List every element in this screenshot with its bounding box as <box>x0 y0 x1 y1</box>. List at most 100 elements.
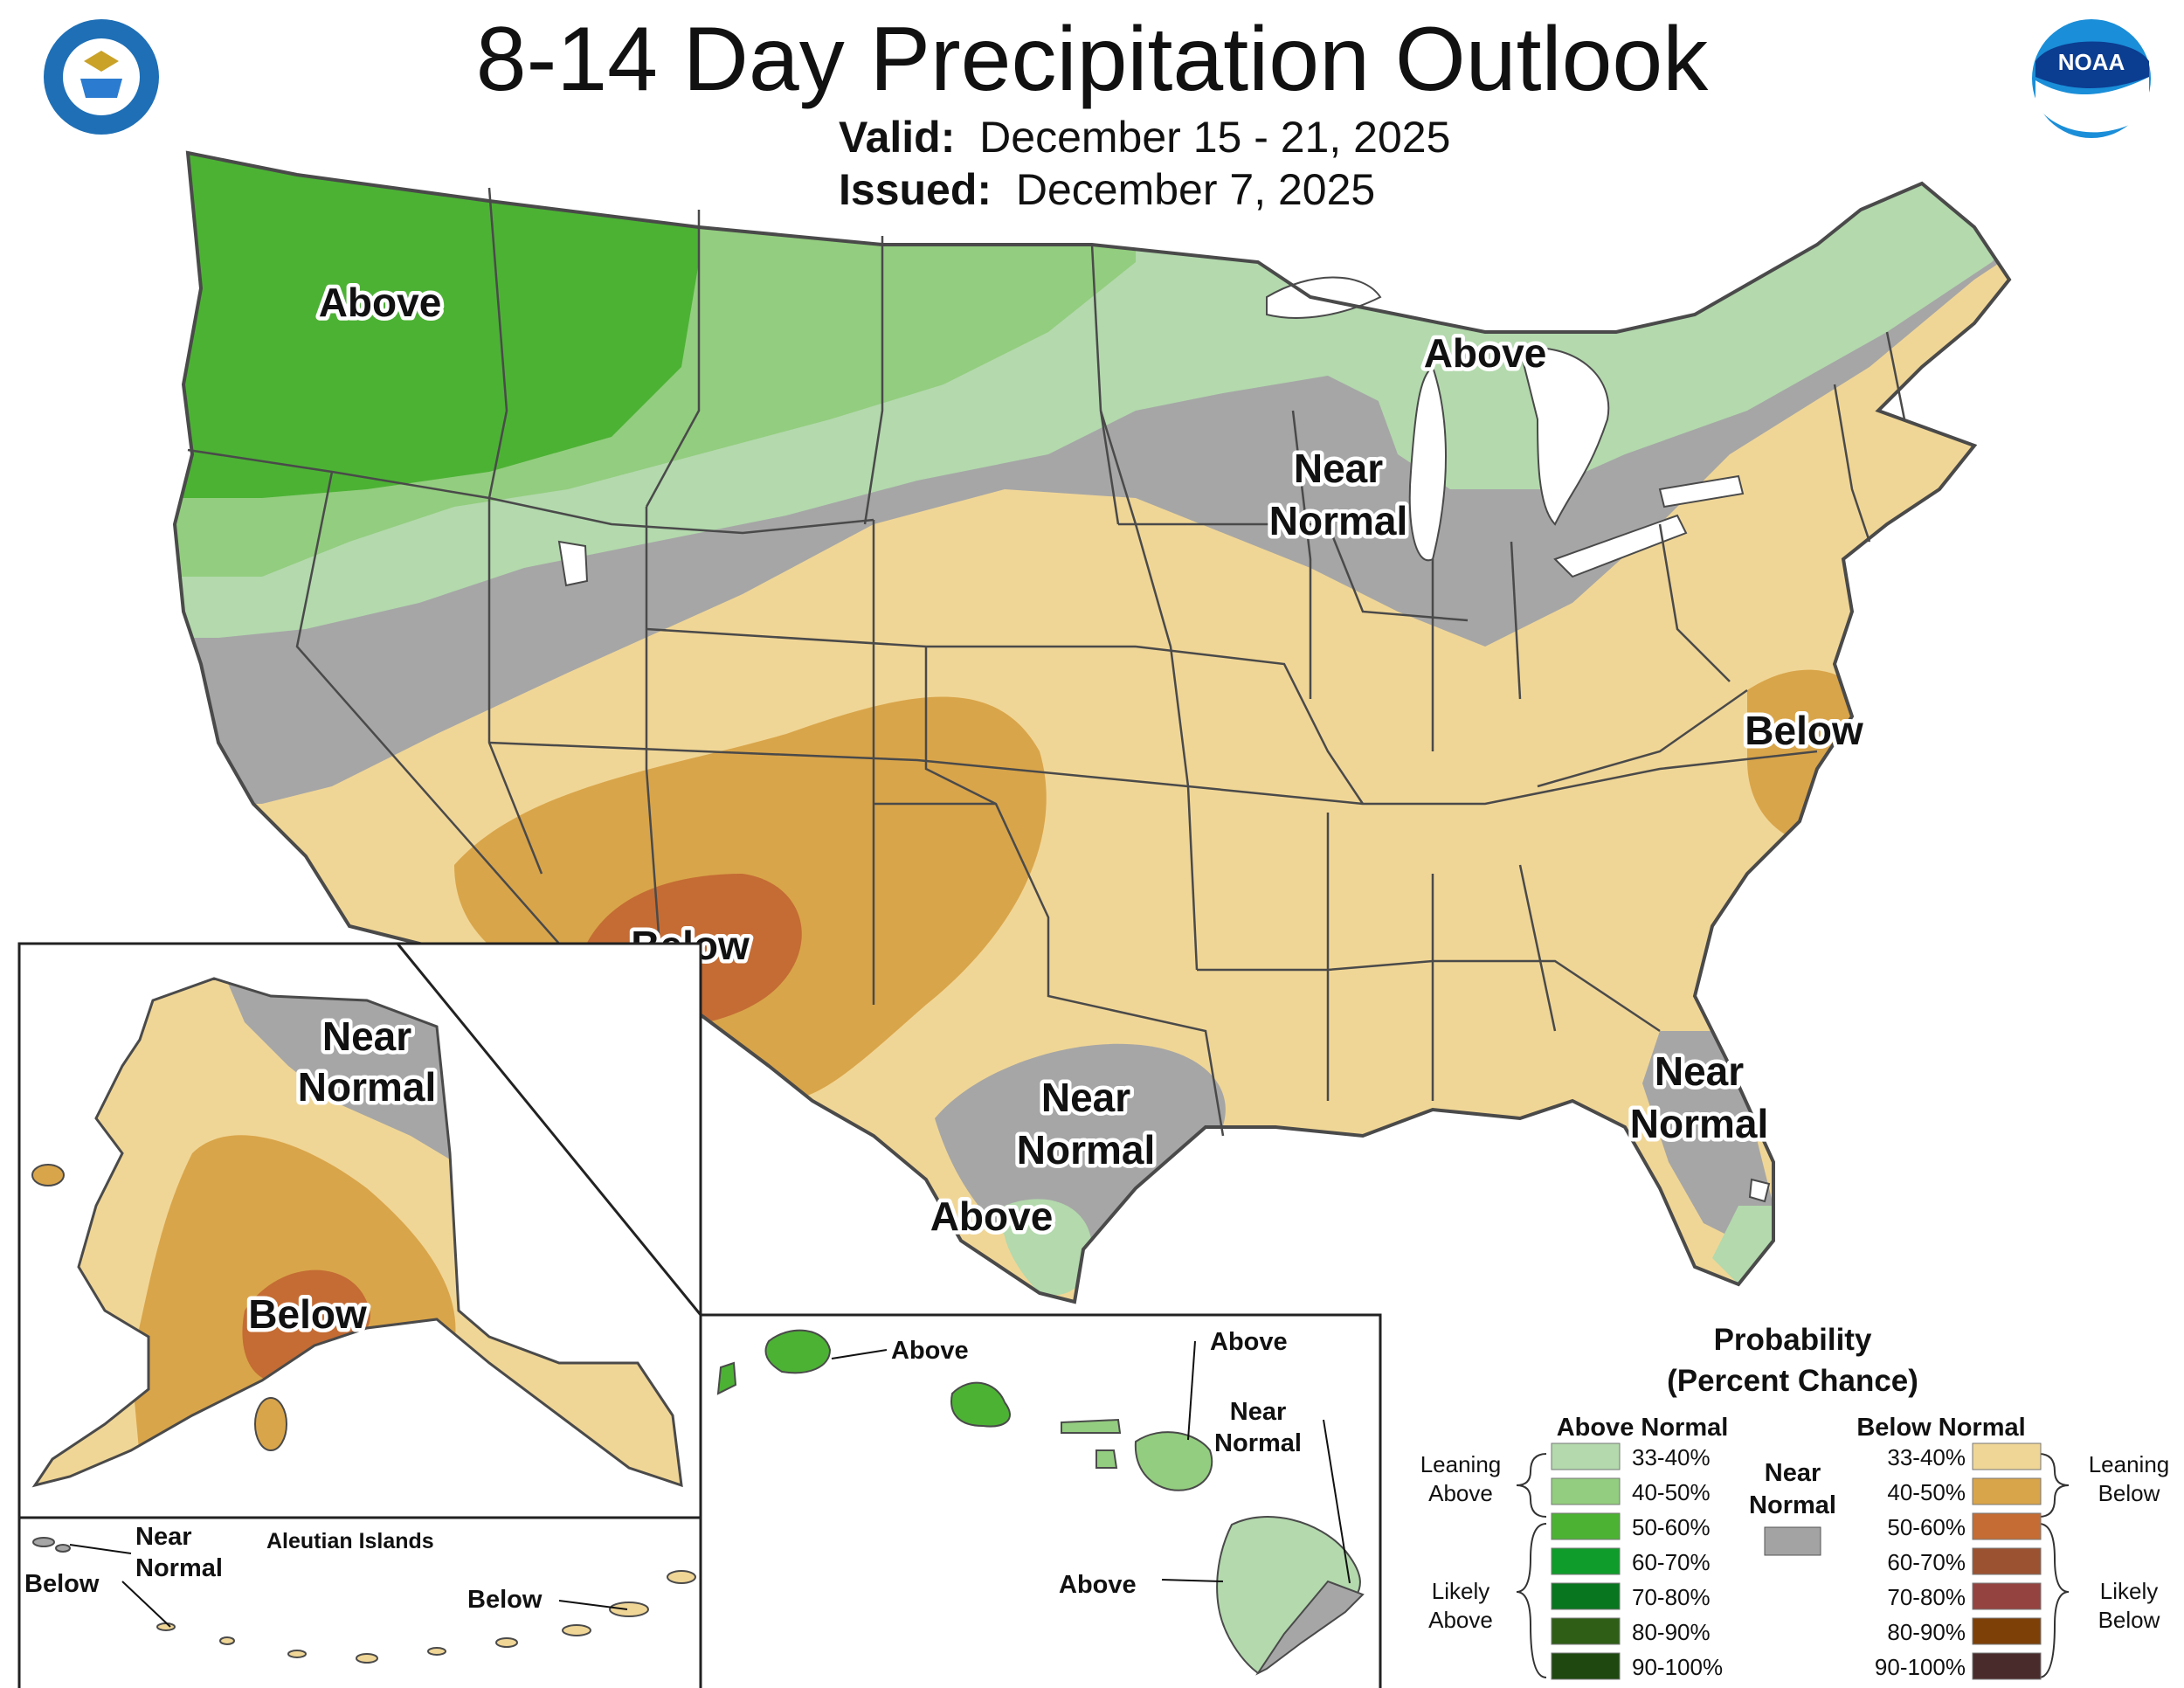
legend-leaning-above-line1: Leaning <box>1420 1451 1502 1477</box>
seal-eagle <box>84 51 119 72</box>
legend-likely-above-line2: Above <box>1428 1607 1493 1633</box>
label-kauai-above: Above <box>891 1337 969 1365</box>
aleutian-title: Aleutian Islands <box>266 1529 434 1553</box>
state-line <box>1833 384 1871 543</box>
hawaii-leader-line <box>1187 1340 1196 1441</box>
aleutian-leader-line <box>558 1600 628 1610</box>
state-line <box>488 741 1189 788</box>
noaa-bird <box>2035 77 2149 133</box>
label-alaska-below: Below <box>248 1291 367 1337</box>
legend-above-swatch <box>1551 1652 1621 1680</box>
legend-above-range-label: 50-60% <box>1632 1514 1711 1540</box>
kodiak-island <box>254 1397 287 1451</box>
aleutian-island <box>667 1570 696 1584</box>
lanai-island <box>1095 1449 1118 1469</box>
legend-below-range-label: 60-70% <box>1887 1549 1966 1575</box>
label-alaska-near: Near <box>322 1013 411 1059</box>
aleutian-islands-west <box>32 1537 71 1553</box>
aleutian-island <box>219 1636 235 1645</box>
hawaii-inset: Above Above Near Normal Above <box>699 1313 1382 1688</box>
label-maui-above: Above <box>1210 1328 1288 1356</box>
aleutian-island <box>32 1537 55 1547</box>
niihau-island <box>716 1361 737 1395</box>
legend-above-swatch <box>1551 1582 1621 1610</box>
brace-leaning-below <box>2038 1453 2070 1518</box>
noaa-top <box>2035 41 2149 89</box>
legend-below-range-label: 40-50% <box>1887 1479 1966 1505</box>
legend-below-range-label: 90-100% <box>1875 1654 1966 1680</box>
state-line <box>295 471 560 944</box>
state-boundaries <box>187 187 1906 1137</box>
state-line <box>645 210 701 508</box>
legend-leaning-below-line1: Leaning <box>2089 1451 2170 1477</box>
legend-below-swatch <box>1972 1442 2042 1470</box>
legend-braces <box>1516 1453 2070 1678</box>
big-island-near-normal <box>1255 1580 1365 1676</box>
aleutian-leader-line <box>69 1544 132 1554</box>
legend-above-swatch <box>1551 1512 1621 1540</box>
legend-title-line2: (Percent Chance) <box>1667 1364 1918 1398</box>
legend-leaning-above-line2: Above <box>1428 1480 1493 1506</box>
state-line <box>487 187 508 499</box>
label-aleutian-below-west: Below <box>24 1570 100 1598</box>
seal-inner <box>63 38 140 115</box>
hawaii-leader-line <box>1323 1419 1351 1584</box>
aleutian-island <box>495 1637 518 1648</box>
legend-likely-above-line1: Likely <box>1432 1578 1489 1604</box>
state-line <box>1518 864 1557 1032</box>
noaa-logo: NOAA <box>2032 19 2151 138</box>
legend-above-range-label: 60-70% <box>1632 1549 1711 1575</box>
doc-seal-logo <box>44 19 159 135</box>
legend-above-range-label: 90-100% <box>1632 1654 1723 1680</box>
brace-leaning-above <box>1516 1453 1547 1518</box>
state-line <box>1135 645 1365 805</box>
great-lakes <box>557 276 1771 1203</box>
legend-title-line1: Probability <box>1714 1323 1872 1357</box>
legend-below-range-label: 50-60% <box>1887 1514 1966 1540</box>
legend-above-range-label: 70-80% <box>1632 1584 1711 1610</box>
molokai-island <box>1061 1418 1122 1434</box>
issued-date: Issued: December 7, 2025 <box>839 164 1375 215</box>
label-upper-midwest-normal: Normal <box>1269 498 1407 543</box>
map-title: 8-14 Day Precipitation Outlook <box>475 9 1709 110</box>
state-line <box>1187 750 1818 806</box>
state-line <box>1099 410 1199 971</box>
label-alaska-normal: Normal <box>298 1064 436 1110</box>
state-line <box>1885 331 1906 420</box>
state-line <box>863 236 884 525</box>
legend-below-swatch <box>1972 1582 2042 1610</box>
lake-ontario <box>1658 474 1745 508</box>
label-florida-near: Near <box>1655 1048 1744 1094</box>
state-line <box>645 507 666 1006</box>
label-texas-normal: Normal <box>1017 1127 1155 1173</box>
label-aleutian-below-east: Below <box>467 1586 543 1614</box>
label-big-island-above: Above <box>1059 1571 1137 1599</box>
alaska-inset: Near Normal Below Aleutian Islands Near … <box>17 942 702 1688</box>
legend-below-swatch <box>1972 1617 2042 1645</box>
aleutian-island <box>287 1650 307 1658</box>
legend-above-swatch <box>1551 1617 1621 1645</box>
label-upper-midwest-near: Near <box>1294 446 1383 491</box>
hawaii-leader-line <box>1161 1579 1224 1582</box>
state-line <box>1510 541 1522 700</box>
aleutian-islands-east <box>156 1570 696 1664</box>
legend-near-line1: Near <box>1765 1459 1821 1487</box>
alaska-inset-connector <box>396 943 702 1316</box>
alaska-outline <box>31 977 683 1488</box>
south-texas-lean-above <box>1002 1199 1092 1296</box>
lake-okeechobee <box>1748 1178 1771 1203</box>
seal-ship <box>80 79 122 98</box>
state-line <box>1291 410 1312 699</box>
maui-island <box>1134 1431 1213 1491</box>
legend-likely-below-line1: Likely <box>2100 1578 2158 1604</box>
issued-label: Issued: <box>839 165 992 214</box>
label-aleutian-normal: Normal <box>135 1554 223 1582</box>
kauai-island <box>764 1329 832 1374</box>
valid-label: Valid: <box>839 113 956 162</box>
lake-erie <box>1553 514 1688 578</box>
st-lawrence-island <box>31 1164 65 1186</box>
lake-huron <box>1518 347 1610 526</box>
probability-legend: Probability (Percent Chance) Above Norma… <box>1420 1323 2170 1680</box>
state-line <box>1537 688 1748 788</box>
aleutian-island <box>427 1647 446 1656</box>
